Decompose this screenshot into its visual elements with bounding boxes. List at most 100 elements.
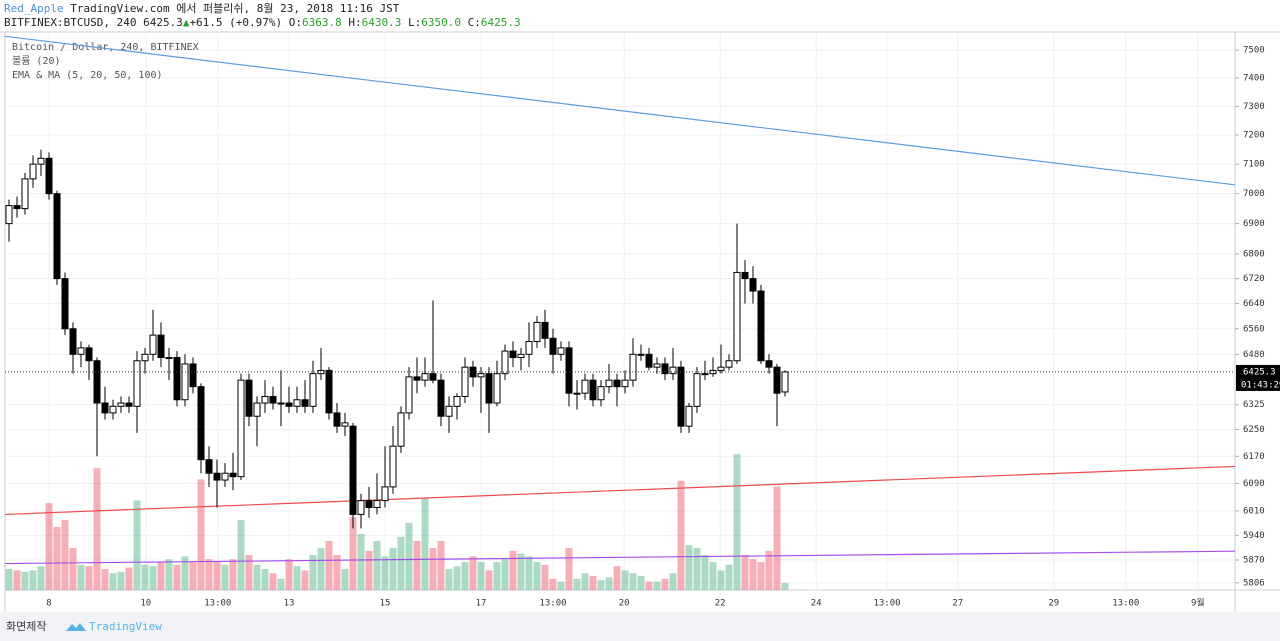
y-tick-label: 6720 [1243, 274, 1265, 284]
candle-body [405, 376, 413, 414]
volume-bar [373, 541, 381, 590]
volume-bar [405, 522, 413, 590]
candle-body [165, 357, 173, 360]
candle-body [101, 402, 109, 414]
x-tick-label: 10 [140, 599, 151, 609]
volume-bar [253, 564, 261, 590]
volume-bar [325, 541, 333, 590]
user[interactable]: Red_Apple [4, 2, 64, 15]
candle-body [205, 459, 213, 474]
candle-body [141, 353, 149, 362]
volume-bar [557, 581, 565, 590]
candle-body [549, 337, 557, 355]
candle-body [741, 271, 749, 280]
candle-body [341, 422, 349, 427]
l: 6350.0 [421, 16, 462, 29]
volume-bar [229, 559, 237, 590]
tv-logo [66, 623, 86, 631]
last-price-box [1236, 364, 1280, 391]
volume-bar [653, 581, 661, 590]
volume-bar [397, 536, 405, 590]
volume-bar [157, 562, 165, 590]
candle-body [605, 379, 613, 388]
volume-bar [773, 486, 781, 590]
candle-body [525, 340, 533, 355]
volume-bar [741, 555, 749, 590]
y-tick-label: 5870 [1243, 556, 1265, 566]
volume-bar [245, 555, 253, 590]
x-tick-label: 22 [715, 599, 726, 609]
volume-bar [685, 545, 693, 590]
candle-body [253, 402, 261, 417]
volume-bar [589, 576, 597, 590]
volume-bar [5, 569, 13, 590]
y-tick-label: 6250 [1243, 425, 1265, 435]
candle-body [645, 353, 653, 368]
volume-bar [381, 556, 389, 590]
footer-brand[interactable]: TradingView [89, 620, 162, 633]
volume-bar [205, 559, 213, 590]
candle-body [45, 157, 53, 195]
h-label: H: [348, 16, 362, 29]
x-tick-label: 20 [619, 599, 630, 609]
legend-entry: 볼륨 (20) [12, 55, 61, 67]
volume-bar [701, 555, 709, 590]
x-tick-label: 27 [952, 599, 963, 609]
y-tick-label: 5806 [1243, 578, 1265, 588]
candle-body [173, 357, 181, 401]
y-tick-label: 6800 [1243, 250, 1265, 260]
candle-body [621, 379, 629, 388]
candle-body [421, 373, 429, 381]
volume-bar [85, 566, 93, 590]
candle-body [333, 412, 341, 427]
y-tick-label: 7100 [1243, 160, 1265, 170]
candle-body [509, 350, 517, 359]
volume-bar [45, 503, 53, 590]
x-tick-label: 13:00 [1112, 599, 1139, 609]
candle-body [309, 373, 317, 407]
volume-bar [485, 570, 493, 590]
volume-bar [93, 468, 101, 590]
candle-body [85, 347, 93, 362]
arrow: ▲ [182, 16, 190, 29]
volume-bar [37, 566, 45, 590]
candle-body [29, 163, 37, 180]
candle-body [189, 363, 197, 388]
candle-body [565, 347, 573, 394]
candle-body [597, 386, 605, 401]
y-tick-label: 5940 [1243, 531, 1265, 541]
candle-body [197, 386, 205, 461]
candle-body [5, 205, 13, 225]
candle-body [477, 373, 485, 378]
y-tick-label: 6090 [1243, 479, 1265, 489]
trendline [4, 550, 1236, 565]
candle-body [381, 486, 389, 502]
volume-bar [613, 566, 621, 590]
volume-bar [117, 571, 125, 590]
volume-bar [237, 520, 245, 590]
candle-body [501, 350, 509, 375]
candle-body [293, 399, 301, 407]
footer-bg [0, 612, 1280, 641]
volume-bar [429, 548, 437, 590]
candle-body [445, 405, 453, 417]
volume-bar [661, 578, 669, 590]
h: 6430.3 [361, 16, 402, 29]
legend-entry: EMA & MA (5, 20, 50, 100) [12, 70, 163, 81]
candle-body [781, 371, 789, 393]
volume-bar [461, 562, 469, 590]
volume-bar [629, 573, 637, 590]
volume-bar [53, 527, 61, 590]
volume-bar [413, 541, 421, 590]
candle-body [397, 412, 405, 447]
y-tick-label: 7300 [1243, 102, 1265, 112]
candle-body [541, 321, 549, 339]
candle-body [693, 373, 701, 407]
candle-body [269, 395, 277, 404]
candle-body [669, 366, 677, 375]
volume-bar [277, 578, 285, 590]
x-tick-label: 9월 [1191, 597, 1205, 609]
volume-bar [29, 570, 37, 590]
